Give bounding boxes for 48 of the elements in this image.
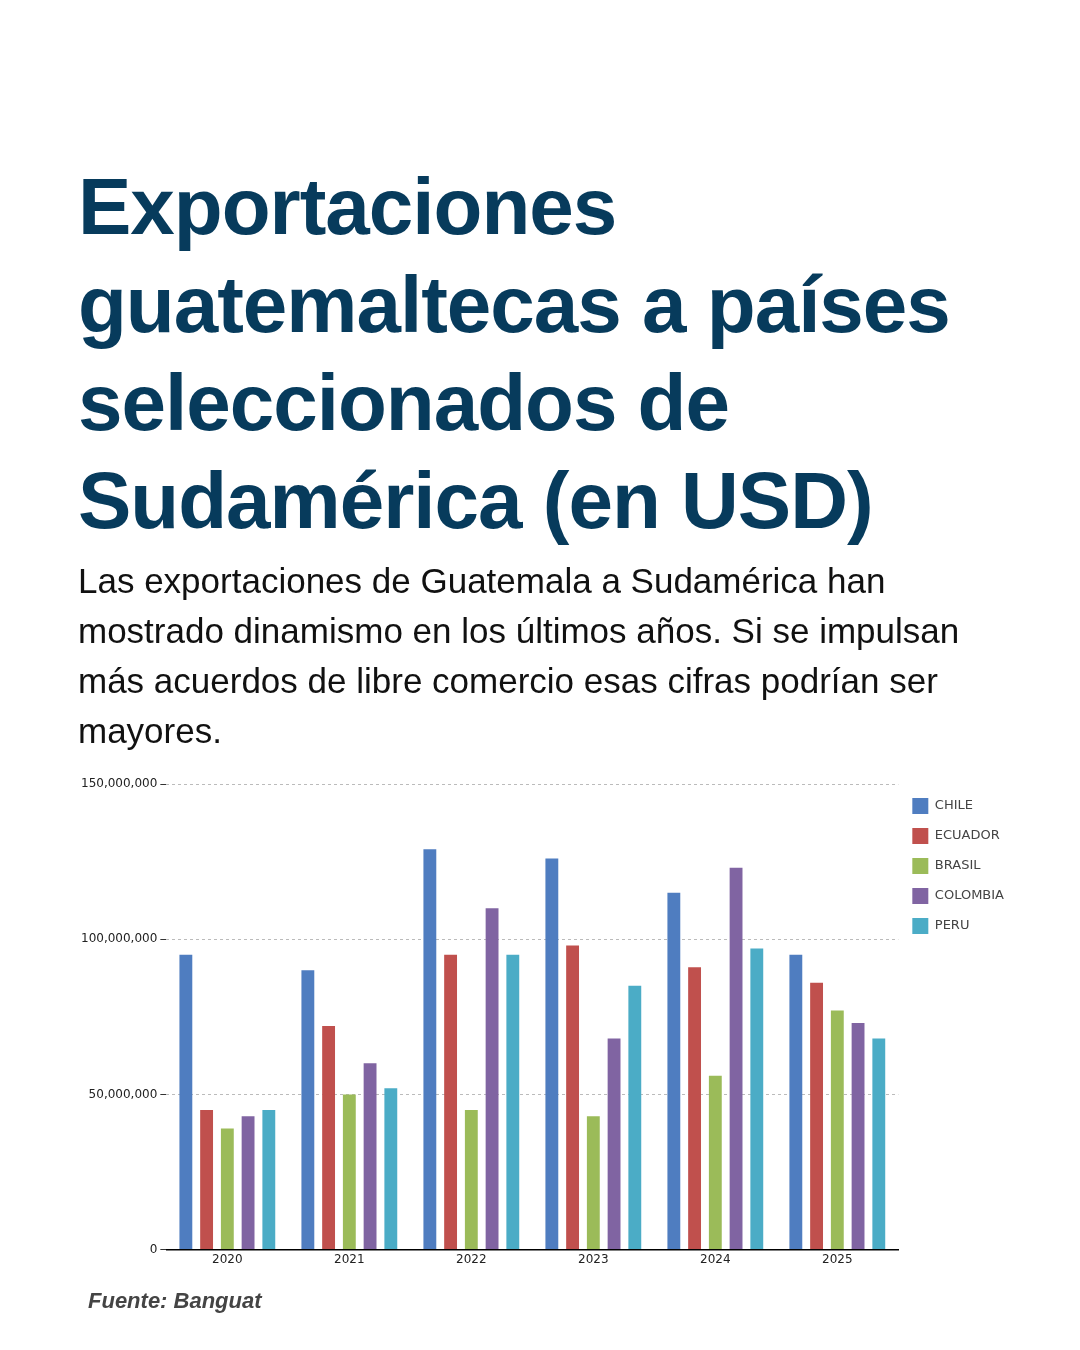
bar (789, 954, 803, 1250)
x-tick-label: 2024 (700, 1251, 731, 1266)
bar (485, 908, 499, 1250)
x-tick-label: 2023 (578, 1251, 609, 1266)
bar (241, 1116, 255, 1250)
bar (384, 1088, 398, 1250)
bar (851, 1023, 865, 1250)
legend-label: PERU (934, 917, 970, 933)
y-tick-label: 50,000,000 (88, 1086, 158, 1101)
bar (607, 1038, 621, 1250)
bar (750, 948, 764, 1250)
chart-title: Exportaciones guatemaltecas a países seleccionados de Sudamérica (en USD) (78, 161, 951, 547)
bar (464, 1109, 478, 1250)
chart-subtitle: Las exportaciones de Guatemala a Sudamérica han mostrado dinamismo en los últimos años. Si se impulsan más acuerdos de libre comercio esas cifras podrían ser mayores. (78, 560, 961, 752)
bar (200, 1109, 214, 1250)
bar (342, 1094, 356, 1250)
bar (220, 1128, 234, 1250)
x-tick-label: 2021 (334, 1251, 365, 1266)
bar (262, 1109, 276, 1250)
x-tick-label: 2022 (456, 1251, 487, 1266)
bar (688, 967, 702, 1250)
y-tick-label: 100,000,000 (81, 931, 158, 946)
bar (830, 1010, 844, 1250)
x-tick-label: 2025 (822, 1251, 853, 1266)
bar (423, 849, 437, 1250)
legend-label: BRASIL (934, 857, 982, 873)
bar (628, 985, 642, 1250)
bar (545, 858, 559, 1250)
bar (301, 970, 315, 1250)
y-tick-label: 150,000,000 (81, 776, 158, 791)
bar (322, 1026, 336, 1250)
bar (586, 1116, 600, 1250)
legend-label: ECUADOR (934, 827, 1000, 843)
source-note: Fuente: Banguat (88, 1288, 264, 1314)
bar (363, 1063, 377, 1250)
bar (444, 954, 458, 1250)
y-tick-label: 0 (149, 1241, 158, 1256)
bar (179, 954, 193, 1250)
legend-label: CHILE (934, 797, 973, 813)
bar (810, 982, 824, 1250)
bar (506, 954, 520, 1250)
legend-label: COLOMBIA (934, 887, 1005, 903)
bar (708, 1075, 722, 1250)
bar (872, 1038, 886, 1250)
x-tick-label: 2020 (212, 1251, 243, 1266)
bar (667, 892, 681, 1250)
bar (566, 945, 580, 1250)
bar (729, 867, 743, 1250)
